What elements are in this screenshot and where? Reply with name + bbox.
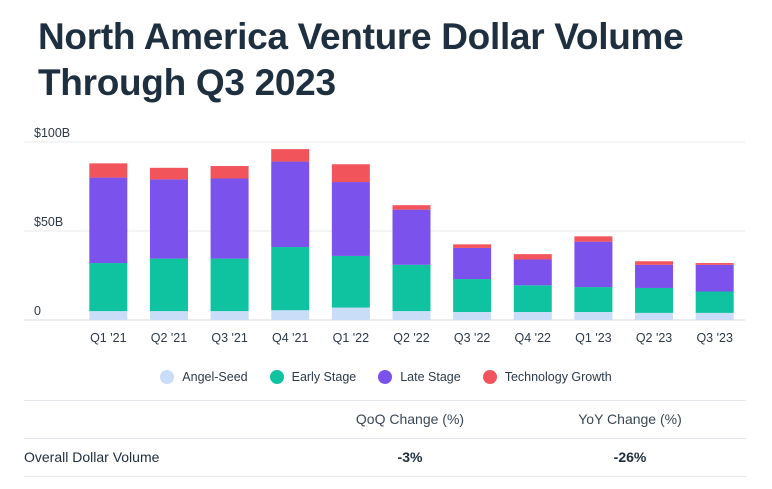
legend-swatch-early-stage [269, 370, 284, 384]
bar-4-2 [331, 182, 370, 256]
y-tick-label-2: $100B [34, 126, 70, 140]
bar-1-3 [149, 167, 188, 180]
bar-2-1 [210, 258, 249, 312]
x-tick-label-8: Q1 '23 [575, 331, 611, 345]
x-tick-label-10: Q3 '23 [696, 331, 732, 345]
table-header-row: QoQ Change (%) YoY Change (%) [24, 400, 746, 438]
bar-2-2 [210, 178, 249, 259]
chart-legend: Angel-Seed Early Stage Late Stage Techno… [0, 370, 772, 384]
bar-6-2 [453, 247, 492, 280]
bar-3-2 [271, 161, 310, 248]
bar-10-2 [695, 264, 734, 292]
stacked-bar-chart: 0 $50B $100B Q1 '21 Q2 '21 Q3 '21 Q4 '21 Q1 '22… [24, 126, 745, 345]
x-tick-label-9: Q2 '23 [636, 331, 672, 345]
bar-6-0 [453, 311, 492, 320]
bar-8-2 [574, 241, 613, 288]
bar-5-1 [392, 264, 431, 312]
bar-2-3 [210, 166, 249, 179]
yoy-value: -26% [613, 449, 647, 465]
bar-0-1 [89, 263, 128, 312]
bar-8-0 [574, 311, 613, 320]
bar-8-3 [574, 236, 613, 242]
bar-1-0 [149, 311, 188, 320]
legend-swatch-late-stage [378, 370, 393, 384]
bar-8-1 [574, 287, 613, 312]
x-tick-label-5: Q2 '22 [393, 331, 429, 345]
bar-2-0 [210, 311, 249, 320]
bar-4-1 [331, 255, 370, 308]
bar-10-1 [695, 291, 734, 313]
x-tick-label-7: Q4 '22 [515, 331, 551, 345]
legend-label-angel-seed: Angel-Seed [182, 370, 248, 384]
x-tick-label-3: Q4 '21 [272, 331, 308, 345]
legend-label-late-stage: Late Stage [400, 370, 461, 384]
legend-swatch-angel-seed [160, 370, 175, 384]
x-tick-label-0: Q1 '21 [90, 331, 126, 345]
bar-3-3 [271, 149, 310, 162]
bar-5-0 [392, 311, 431, 320]
bar-0-0 [89, 311, 128, 320]
chart-title: North America Venture Dollar Volume Thro… [38, 14, 684, 106]
bar-9-1 [635, 287, 674, 313]
table-header-qoq: QoQ Change (%) [355, 411, 465, 427]
bar-4-3 [331, 164, 370, 183]
bar-4-0 [331, 307, 370, 320]
bar-3-1 [271, 247, 310, 311]
bar-1-1 [149, 258, 188, 312]
bar-0-3 [89, 163, 128, 178]
bar-5-2 [392, 209, 431, 265]
legend-item-angel-seed: Angel-Seed [160, 370, 248, 384]
legend-swatch-technology-growth [482, 370, 497, 384]
y-tick-label-1: $50B [34, 215, 63, 229]
y-tick-label-0: 0 [34, 304, 41, 318]
row-label: Overall Dollar Volume [24, 449, 160, 465]
bar-9-0 [635, 312, 674, 320]
bar-0-2 [89, 177, 128, 264]
bar-6-3 [453, 244, 492, 248]
bar-10-3 [695, 263, 734, 265]
bar-3-0 [271, 310, 310, 320]
legend-item-technology-growth: Technology Growth [482, 370, 612, 384]
title-line-2: Through Q3 2023 [38, 62, 336, 103]
legend-label-early-stage: Early Stage [291, 370, 357, 384]
bar-9-2 [635, 264, 674, 288]
title-line-1: North America Venture Dollar Volume [38, 16, 684, 57]
legend-item-early-stage: Early Stage [269, 370, 357, 384]
bar-7-3 [513, 254, 552, 260]
bar-10-0 [695, 312, 734, 320]
table-header-yoy: YoY Change (%) [578, 411, 682, 427]
qoq-value: -3% [397, 449, 423, 465]
x-tick-label-4: Q1 '22 [333, 331, 369, 345]
bar-7-1 [513, 285, 552, 312]
legend-item-late-stage: Late Stage [378, 370, 461, 384]
bar-9-3 [635, 261, 674, 265]
table-row: Overall Dollar Volume -3% -26% [24, 438, 746, 477]
change-table: QoQ Change (%) YoY Change (%) Overall Do… [24, 400, 746, 477]
bar-7-2 [513, 259, 552, 286]
bar-5-3 [392, 205, 431, 210]
x-tick-label-1: Q2 '21 [151, 331, 187, 345]
legend-label-technology-growth: Technology Growth [504, 370, 612, 384]
x-tick-label-6: Q3 '22 [454, 331, 490, 345]
bar-7-0 [513, 311, 552, 320]
bar-6-1 [453, 279, 492, 312]
bar-1-2 [149, 179, 188, 259]
x-tick-label-2: Q3 '21 [211, 331, 247, 345]
